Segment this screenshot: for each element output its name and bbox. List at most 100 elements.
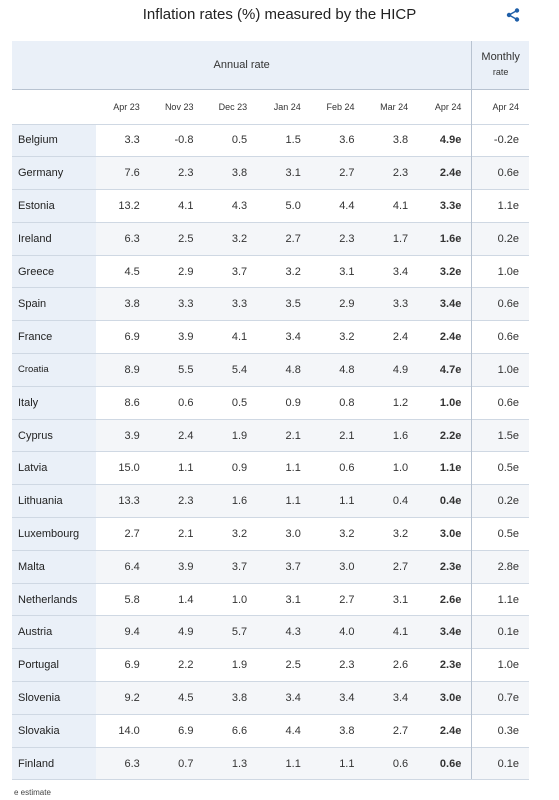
value-cell: 2.7	[364, 713, 419, 748]
value-cell: 3.9	[149, 320, 204, 354]
value-cell: 0.5e	[471, 451, 529, 485]
value-cell: 4.3	[257, 615, 311, 649]
value-cell: 3.0e	[418, 517, 472, 551]
value-cell: 3.8	[96, 287, 150, 321]
value-cell: 1.1	[310, 746, 365, 781]
country-cell: Italy	[12, 385, 97, 420]
value-cell: 3.2	[310, 320, 365, 354]
table-row: Latvia 15.0 1.1 0.9 1.1 0.6 1.0 1.1e 0.5e	[12, 451, 529, 485]
table-row: Croatia 8.9 5.5 5.4 4.8 4.8 4.9 4.7e 1.0e	[12, 353, 529, 387]
value-cell: 3.4e	[418, 287, 472, 321]
table-row: Malta 6.4 3.9 3.7 3.7 3.0 2.7 2.3e 2.8e	[12, 549, 529, 584]
value-cell: 3.7	[257, 549, 311, 584]
country-cell: Spain	[12, 287, 97, 321]
value-cell: 0.1e	[471, 746, 529, 781]
value-cell: 2.4	[364, 320, 419, 354]
value-cell: 6.3	[96, 746, 150, 781]
table-row: Belgium 3.3 -0.8 0.5 1.5 3.6 3.8 4.9e -0.2e	[12, 123, 529, 157]
value-cell: 0.6e	[418, 746, 472, 781]
table-row: Netherlands 5.8 1.4 1.0 3.1 2.7 3.1 2.6e 1.1e	[12, 582, 529, 616]
value-cell: 3.5	[257, 287, 311, 321]
value-cell: 4.8	[257, 353, 311, 387]
value-cell: 3.8	[310, 713, 365, 748]
table-row: Greece 4.5 2.9 3.7 3.2 3.1 3.4 3.2e 1.0e	[12, 254, 529, 288]
value-cell: 3.2	[203, 221, 258, 256]
value-cell: 1.0e	[418, 385, 472, 420]
monthly-sub-label: rate	[492, 66, 509, 77]
value-cell: 2.2	[149, 648, 204, 682]
value-cell: 5.7	[203, 615, 258, 649]
value-cell: 3.0	[310, 549, 365, 584]
country-cell: Cyprus	[12, 418, 97, 452]
value-cell: 4.5	[96, 254, 150, 288]
table-row: Slovakia 14.0 6.9 6.6 4.4 3.8 2.7 2.4e 0.3e	[12, 713, 529, 748]
hicp-table: Annual rate Monthly rate Apr 23 Nov 23 Dec…	[12, 41, 529, 781]
value-cell: 4.9e	[418, 123, 472, 157]
value-cell: 2.6	[364, 648, 419, 682]
country-cell: Greece	[12, 254, 97, 288]
value-cell: 3.2	[364, 517, 419, 551]
value-cell: 1.9	[203, 418, 258, 452]
value-cell: 6.6	[203, 713, 258, 748]
value-cell: 2.5	[257, 648, 311, 682]
table-row: France 6.9 3.9 4.1 3.4 3.2 2.4 2.4e 0.6e	[12, 320, 529, 354]
value-cell: 1.6	[203, 484, 258, 518]
country-cell: Malta	[12, 549, 97, 584]
value-cell: 3.4e	[418, 615, 472, 649]
column-header: Nov 23	[149, 88, 204, 124]
value-cell: 5.0	[257, 189, 311, 223]
share-icon[interactable]	[505, 7, 521, 23]
value-cell: 6.9	[149, 713, 204, 748]
value-cell: 3.6	[310, 123, 365, 157]
table-body: Belgium 3.3 -0.8 0.5 1.5 3.6 3.8 4.9e -0.2e Germa…	[12, 123, 529, 781]
column-header: Apr 24	[471, 88, 529, 124]
value-cell: 1.6e	[418, 221, 472, 256]
value-cell: 2.4	[149, 418, 204, 452]
value-cell: 13.3	[96, 484, 150, 518]
value-cell: 2.3	[364, 156, 419, 190]
value-cell: 1.0	[364, 451, 419, 485]
column-header: Dec 23	[203, 88, 258, 124]
value-cell: 2.4e	[418, 156, 472, 190]
country-cell: Slovakia	[12, 713, 97, 748]
footnote: e estimate	[14, 788, 51, 797]
value-cell: 4.9	[149, 615, 204, 649]
value-cell: 3.3	[203, 287, 258, 321]
column-header-row: Apr 23 Nov 23 Dec 23 Jan 24 Feb 24 Mar 24 Apr …	[12, 88, 529, 124]
value-cell: 0.5	[203, 123, 258, 157]
value-cell: 0.6e	[471, 156, 529, 190]
value-cell: 3.4	[310, 681, 365, 715]
value-cell: 0.6	[364, 746, 419, 781]
table-row: Finland 6.3 0.7 1.3 1.1 1.1 0.6 0.6e 0.1e	[12, 746, 529, 781]
value-cell: 3.8	[203, 156, 258, 190]
value-cell: 1.2	[364, 385, 419, 420]
value-cell: 3.3	[364, 287, 419, 321]
value-cell: 3.1	[310, 254, 365, 288]
value-cell: 13.2	[96, 189, 150, 223]
country-cell: Belgium	[12, 123, 97, 157]
value-cell: 6.4	[96, 549, 150, 584]
value-cell: 1.1	[257, 451, 311, 485]
annual-rate-header: Annual rate	[12, 41, 472, 89]
value-cell: 8.6	[96, 385, 150, 420]
value-cell: 1.5	[257, 123, 311, 157]
value-cell: 2.1	[149, 517, 204, 551]
value-cell: 3.3e	[418, 189, 472, 223]
value-cell: 7.6	[96, 156, 150, 190]
table-row: Portugal 6.9 2.2 1.9 2.5 2.3 2.6 2.3e 1.0e	[12, 648, 529, 682]
value-cell: 4.8	[310, 353, 365, 387]
country-cell: Austria	[12, 615, 97, 649]
table-row: Spain 3.8 3.3 3.3 3.5 2.9 3.3 3.4e 0.6e	[12, 287, 529, 321]
table-row: Slovenia 9.2 4.5 3.8 3.4 3.4 3.4 3.0e 0.7e	[12, 681, 529, 715]
value-cell: 3.7	[203, 254, 258, 288]
value-cell: 14.0	[96, 713, 150, 748]
value-cell: 2.5	[149, 221, 204, 256]
value-cell: 0.4e	[418, 484, 472, 518]
value-cell: 0.9	[203, 451, 258, 485]
value-cell: 3.0e	[418, 681, 472, 715]
value-cell: 1.1e	[471, 582, 529, 616]
country-cell: Estonia	[12, 189, 97, 223]
value-cell: 0.6e	[471, 385, 529, 420]
value-cell: 3.2	[257, 254, 311, 288]
value-cell: 1.1	[257, 746, 311, 781]
